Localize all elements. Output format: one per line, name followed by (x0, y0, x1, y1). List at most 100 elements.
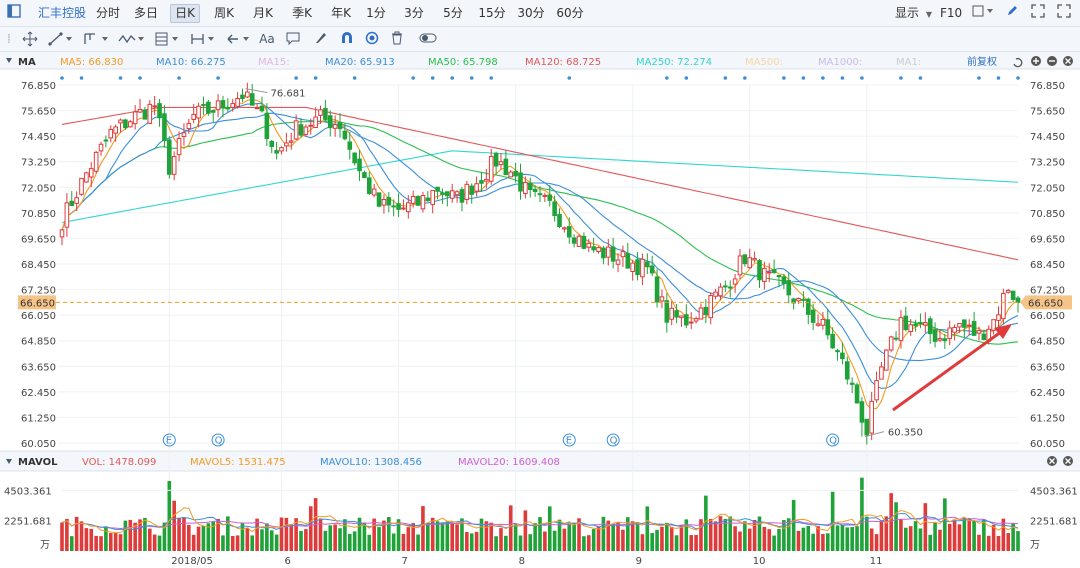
candle-body (908, 324, 913, 332)
volume-bar (557, 519, 562, 551)
vol-tick-right-1: 2251.681 (1030, 517, 1078, 528)
volume-bar (235, 535, 240, 551)
volume-bar (947, 523, 952, 551)
volume-bar (743, 521, 747, 551)
event-marker-label-0: E (166, 436, 172, 447)
volume-bar (991, 524, 996, 551)
y-tick-left-2: 74.450 (21, 132, 56, 143)
sidebar-toggle-icon[interactable] (5, 4, 23, 23)
pen-icon[interactable] (1004, 4, 1020, 23)
candle-body (664, 300, 670, 323)
volume-bar (879, 520, 884, 551)
volume-bar (635, 522, 640, 551)
y-tick-right-11: 63.650 (1030, 362, 1065, 373)
event-marker-label-4: Q (829, 436, 837, 447)
candle-body (947, 327, 953, 340)
display-caret-icon[interactable]: ▼ (925, 10, 933, 19)
candle-body (220, 100, 226, 109)
event-marker-1[interactable] (211, 433, 225, 447)
wave-tool-icon[interactable] (116, 31, 148, 48)
event-marker-3[interactable] (606, 433, 620, 447)
candle-body (586, 242, 592, 248)
volume-bar (269, 530, 274, 551)
y-tick-right-14: 60.050 (1030, 439, 1065, 450)
volume-bar (884, 516, 889, 551)
candle-body (337, 122, 343, 130)
restore-mode-button[interactable]: 前复权 (967, 55, 997, 68)
candle-body (645, 261, 650, 268)
period-tab-0[interactable]: 分时 (95, 6, 120, 20)
period-tab-2[interactable]: 日K (170, 4, 200, 23)
period-tab-5[interactable]: 季K (292, 6, 312, 20)
line-tool-icon[interactable] (46, 31, 76, 48)
channel-tool-icon[interactable] (82, 31, 112, 48)
trash-icon[interactable] (388, 31, 406, 48)
period-tab-6[interactable]: 年K (331, 6, 351, 20)
event-marker-2[interactable] (562, 433, 576, 447)
candle-body (927, 318, 933, 335)
candle-body (352, 152, 357, 164)
volume-bar (469, 533, 474, 551)
volume-bar (504, 535, 508, 551)
y-tick-left-9: 66.050 (21, 311, 56, 322)
period-tab-3[interactable]: 周K (214, 6, 234, 20)
event-marker-0[interactable] (162, 433, 176, 447)
period-tab-9[interactable]: 5分 (443, 6, 463, 20)
candle-body (303, 126, 309, 135)
candle-body (898, 317, 904, 342)
period-tab-11[interactable]: 30分 (517, 6, 545, 20)
period-bar: 汇丰控股 分时 多日 日K 周K 月K 季K 年K 1分 3分 5分 15分 3… (0, 0, 1080, 27)
candle-body (342, 130, 348, 140)
fibonacci-tool-icon[interactable] (153, 31, 183, 48)
volume-bar (147, 528, 152, 551)
volume-bar (108, 533, 113, 551)
volume-bar (904, 527, 908, 551)
volume-bar (396, 519, 401, 551)
visibility-icon[interactable] (363, 31, 381, 48)
candle-body (132, 111, 138, 125)
period-tab-4[interactable]: 月K (253, 6, 273, 20)
candle-body (918, 322, 923, 325)
fullscreen-icon[interactable] (1056, 4, 1072, 23)
y-tick-right-4: 72.050 (1030, 183, 1065, 194)
y-tick-right-10: 64.850 (1030, 337, 1065, 348)
measure-tool-icon[interactable] (189, 31, 219, 48)
collapse-caret-icon[interactable] (6, 58, 12, 63)
candle-body (723, 285, 728, 288)
layout-square-icon[interactable] (970, 4, 996, 23)
candle-body (562, 227, 567, 230)
display-menu[interactable]: 显示 (894, 6, 919, 20)
text-tool[interactable]: Aa (259, 32, 275, 46)
eraser-icon[interactable] (312, 31, 330, 48)
magnet-icon[interactable] (338, 31, 356, 48)
expand-icon[interactable] (1030, 4, 1046, 23)
volume-caret-icon[interactable] (6, 459, 12, 464)
stock-name[interactable]: 汇丰控股 (37, 6, 86, 20)
arrow-tool-icon[interactable] (224, 31, 254, 48)
signal-dot (684, 76, 689, 80)
candle-body (991, 319, 996, 331)
note-tool-icon[interactable] (284, 31, 302, 48)
period-tab-7[interactable]: 1分 (366, 6, 386, 20)
f10-button[interactable]: F10 (940, 6, 963, 20)
event-marker-4[interactable] (826, 433, 840, 447)
toggle-drawing-icon[interactable] (418, 31, 438, 48)
candle-body (576, 235, 582, 247)
reset-icon[interactable] (1013, 57, 1023, 68)
candle-body (801, 298, 806, 301)
period-tab-1[interactable]: 多日 (133, 6, 158, 20)
volume-bar (289, 524, 294, 551)
candle-body (747, 257, 753, 269)
volume-bar (411, 523, 415, 551)
crosshair-move-icon[interactable] (20, 31, 40, 48)
period-tab-12[interactable]: 60分 (556, 6, 584, 20)
chart-canvas[interactable]: MA MA5: 66.830 MA10: 66.275 MA15: MA20: 65.9… (0, 52, 1080, 568)
period-tab-10[interactable]: 15分 (478, 6, 506, 20)
vol-unit-left: 万 (40, 540, 50, 551)
candle-body (830, 333, 835, 349)
period-tab-8[interactable]: 3分 (404, 6, 424, 20)
volume-bar (562, 528, 567, 551)
candle-body (430, 189, 435, 205)
current-price-tag-left (18, 295, 56, 310)
volume-bar (226, 516, 230, 551)
